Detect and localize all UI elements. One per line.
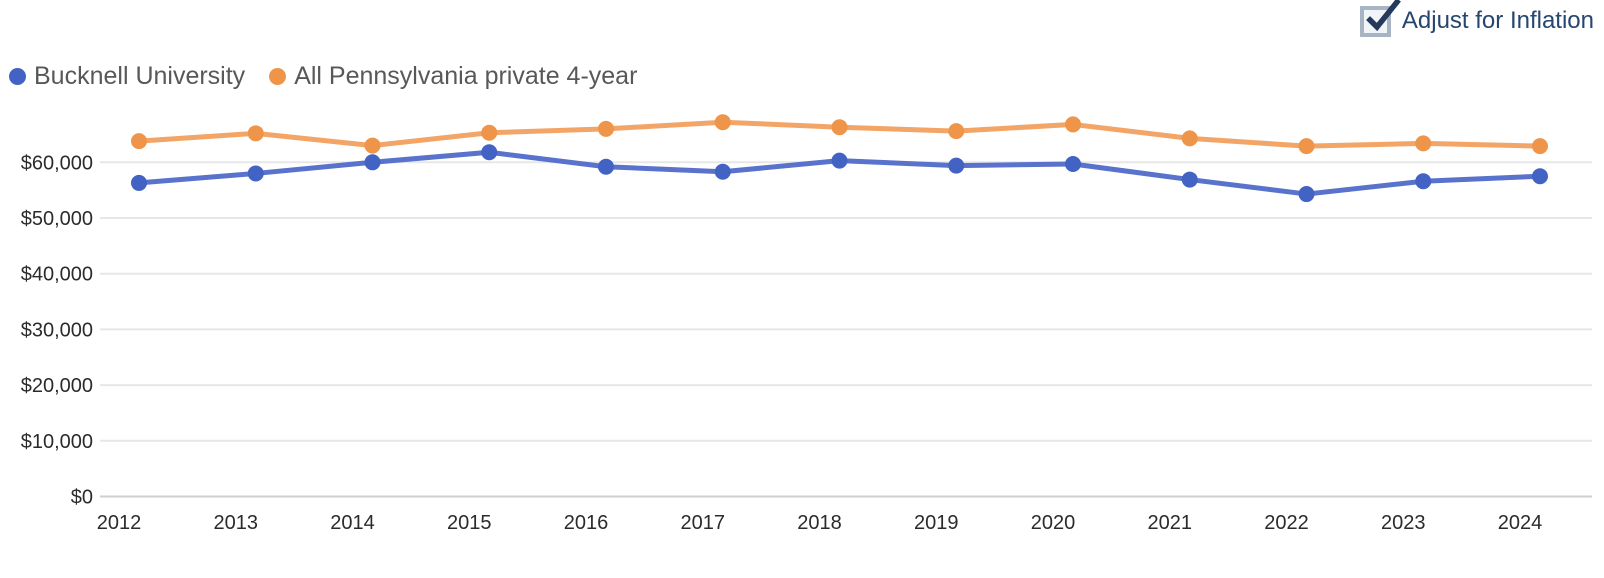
pa-private-series-dot-icon	[269, 68, 287, 85]
data-point[interactable]	[1298, 186, 1315, 203]
checkmark-icon	[1366, 0, 1401, 31]
data-point[interactable]	[481, 144, 498, 161]
legend-item-pa-private: All Pennsylvania private 4-year	[269, 61, 637, 92]
data-point[interactable]	[1415, 135, 1432, 152]
y-tick-label: $20,000	[21, 375, 93, 397]
x-tick-label: 2023	[1381, 512, 1426, 534]
y-tick-label: $40,000	[21, 264, 93, 286]
x-tick-label: 2017	[681, 512, 726, 534]
data-point[interactable]	[364, 154, 381, 171]
data-point[interactable]	[598, 158, 614, 175]
legend-label-pa-private: All Pennsylvania private 4-year	[294, 62, 638, 90]
chart-legend: Bucknell University All Pennsylvania pri…	[9, 61, 637, 92]
data-point[interactable]	[831, 152, 848, 169]
data-point[interactable]	[714, 114, 731, 131]
data-point[interactable]	[1532, 138, 1548, 155]
data-point[interactable]	[247, 165, 264, 182]
x-tick-label: 2013	[214, 512, 259, 534]
data-point[interactable]	[131, 174, 147, 191]
y-tick-label: $50,000	[21, 208, 93, 230]
data-point[interactable]	[1298, 138, 1315, 155]
bucknell-series-dot-icon	[9, 68, 26, 85]
data-point[interactable]	[364, 137, 381, 154]
x-tick-label: 2018	[797, 512, 842, 534]
data-point[interactable]	[948, 123, 965, 140]
data-point[interactable]	[1181, 171, 1198, 188]
adjust-for-inflation-checkbox[interactable]	[1359, 0, 1401, 37]
adjust-for-inflation-label[interactable]: Adjust for Inflation	[1401, 7, 1594, 34]
x-tick-label: 2021	[1148, 512, 1193, 534]
data-point[interactable]	[247, 125, 264, 142]
x-tick-label: 2020	[1031, 512, 1076, 534]
x-tick-label: 2024	[1498, 512, 1543, 534]
data-point[interactable]	[481, 124, 498, 141]
adjust-for-inflation-control[interactable]: Adjust for Inflation	[1359, 0, 1594, 37]
data-point[interactable]	[1065, 155, 1081, 172]
x-tick-label: 2015	[447, 512, 492, 534]
y-tick-label: $0	[71, 487, 93, 509]
x-tick-label: 2022	[1264, 512, 1309, 534]
x-tick-label: 2012	[97, 512, 142, 534]
data-point[interactable]	[1181, 130, 1198, 147]
data-point[interactable]	[1415, 173, 1432, 190]
data-point[interactable]	[831, 119, 848, 136]
data-point[interactable]	[948, 157, 965, 174]
x-tick-label: 2016	[564, 512, 609, 534]
y-tick-label: $60,000	[21, 152, 93, 174]
x-tick-label: 2019	[914, 512, 959, 534]
data-point[interactable]	[714, 163, 731, 180]
legend-item-bucknell: Bucknell University	[9, 61, 245, 92]
y-tick-label: $10,000	[21, 431, 93, 453]
x-tick-label: 2014	[330, 512, 375, 534]
legend-label-bucknell: Bucknell University	[34, 62, 246, 90]
data-point[interactable]	[1532, 168, 1548, 185]
data-point[interactable]	[598, 120, 614, 137]
data-point[interactable]	[1065, 116, 1081, 133]
data-point[interactable]	[131, 133, 147, 150]
y-tick-label: $30,000	[21, 319, 93, 341]
